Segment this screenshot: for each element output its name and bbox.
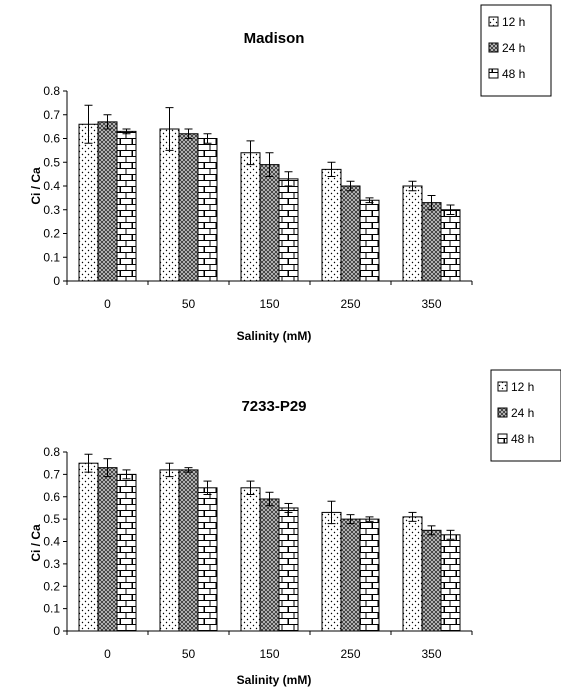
bar-12h-350 — [402, 516, 423, 632]
bar-48h-0 — [116, 473, 137, 632]
x-tick-label: 250 — [340, 297, 360, 311]
x-tick-label: 350 — [421, 647, 441, 661]
y-tick-label: 0.6 — [43, 490, 60, 504]
y-axis-label: Ci / Ca — [29, 167, 43, 205]
x-tick-label: 0 — [104, 647, 111, 661]
legend-swatch-24h — [488, 42, 499, 53]
bar-24h-250 — [340, 518, 361, 632]
bar-24h-50 — [178, 133, 199, 282]
bar-24h-350 — [421, 529, 442, 632]
bar-24h-250 — [340, 185, 361, 282]
legend-swatch-12h — [488, 16, 499, 27]
bar-48h-250 — [359, 518, 380, 632]
y-tick-label: 0.8 — [43, 445, 60, 459]
legend-swatch-12h — [497, 381, 508, 392]
chart-title: Madison — [244, 30, 305, 47]
bar-48h-150 — [278, 178, 299, 282]
x-tick-label: 150 — [259, 647, 279, 661]
x-tick-label: 50 — [182, 297, 196, 311]
y-tick-label: 0.1 — [43, 250, 60, 264]
legend-label: 24 h — [511, 406, 534, 420]
y-tick-label: 0.2 — [43, 227, 60, 241]
bar-48h-250 — [359, 199, 380, 282]
bar-12h-0 — [78, 462, 99, 632]
y-tick-label: 0.5 — [43, 512, 60, 526]
y-tick-label: 0.6 — [43, 132, 60, 146]
bar-24h-150 — [259, 498, 280, 632]
legend-swatch-24h — [497, 407, 508, 418]
legend-label: 12 h — [511, 380, 534, 394]
bar-24h-0 — [97, 467, 118, 632]
bar-48h-350 — [440, 209, 461, 282]
bar-12h-150 — [240, 152, 261, 282]
legend: 12 h 24 h 48 h — [490, 369, 561, 462]
legend-label: 48 h — [502, 67, 525, 81]
y-tick-label: 0.3 — [43, 557, 60, 571]
y-tick-label: 0 — [53, 624, 60, 638]
x-tick-label: 250 — [340, 647, 360, 661]
y-tick-label: 0.7 — [43, 108, 60, 122]
bar-48h-50 — [197, 487, 218, 632]
bar-24h-0 — [97, 121, 118, 282]
legend-label: 24 h — [502, 41, 525, 55]
plot-area: 0 0.1 0.2 0.3 0.4 0.5 0.6 0.7 0.8 0 50 150 250 350 — [43, 84, 473, 311]
plot-area: 0 0.1 0.2 0.3 0.4 0.5 0.6 0.7 0.8 0 50 150 250 350 — [43, 445, 473, 661]
bar-48h-150 — [278, 507, 299, 632]
x-axis-label: Salinity (mM) — [237, 329, 312, 343]
x-tick-label: 350 — [421, 297, 441, 311]
bar-12h-50 — [159, 469, 180, 632]
x-tick-label: 50 — [182, 647, 196, 661]
y-tick-label: 0.2 — [43, 579, 60, 593]
bar-12h-250 — [321, 168, 342, 282]
y-tick-label: 0 — [53, 274, 60, 288]
x-tick-label: 0 — [104, 297, 111, 311]
bar-12h-250 — [321, 511, 342, 632]
legend-swatch-48h — [488, 68, 499, 79]
y-axis-label: Ci / Ca — [29, 524, 43, 562]
legend-swatch-48h — [497, 433, 508, 444]
legend-label: 48 h — [511, 432, 534, 446]
y-tick-label: 0.3 — [43, 203, 60, 217]
chart-7233-p29: 7233-P29 Ci / Ca Salinity (mM) 12 h 24 h… — [29, 369, 561, 687]
bar-24h-150 — [259, 164, 280, 282]
x-axis-label: Salinity (mM) — [237, 673, 312, 687]
y-tick-label: 0.5 — [43, 155, 60, 169]
y-tick-label: 0.4 — [43, 179, 60, 193]
bar-48h-350 — [440, 534, 461, 632]
legend-label: 12 h — [502, 15, 525, 29]
x-tick-label: 150 — [259, 297, 279, 311]
bar-12h-0 — [78, 123, 99, 282]
chart-madison: Madison Ci / Ca Salinity (mM) 12 h 24 h … — [29, 4, 552, 343]
bar-24h-350 — [421, 202, 442, 282]
bar-12h-150 — [240, 487, 261, 632]
y-tick-label: 0.4 — [43, 535, 60, 549]
chart-title: 7233-P29 — [241, 398, 306, 415]
bar-12h-50 — [159, 128, 180, 282]
bar-48h-0 — [116, 130, 137, 282]
y-tick-label: 0.8 — [43, 84, 60, 98]
bar-48h-50 — [197, 138, 218, 282]
y-tick-label: 0.1 — [43, 602, 60, 616]
bar-12h-350 — [402, 185, 423, 282]
y-tick-label: 0.7 — [43, 467, 60, 481]
legend: 12 h 24 h 48 h — [480, 4, 552, 97]
bar-24h-50 — [178, 469, 199, 632]
